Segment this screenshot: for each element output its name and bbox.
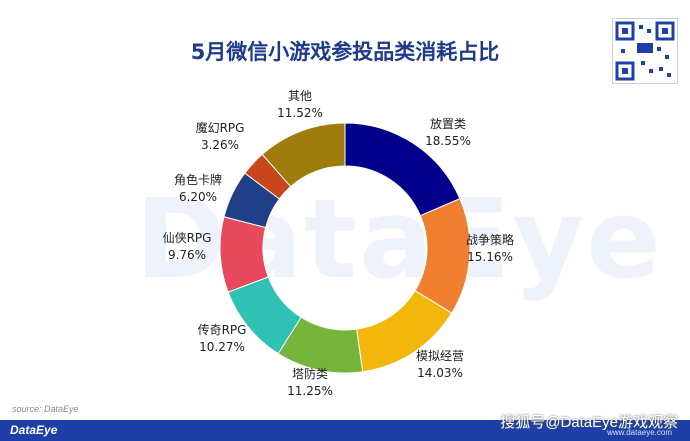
brand-logo: DataEye bbox=[10, 423, 58, 437]
donut-slice-8 bbox=[261, 122, 346, 188]
slice-value-1: 15.16% bbox=[467, 250, 513, 264]
slice-label-6: 角色卡牌 bbox=[174, 173, 222, 187]
slice-label-4: 传奇RPG bbox=[198, 322, 247, 337]
slice-value-8: 11.52% bbox=[277, 106, 323, 120]
corner-watermark: 搜狐号@DataEye游戏观察 bbox=[500, 414, 678, 431]
qr-code-icon bbox=[612, 18, 678, 84]
slice-value-6: 6.20% bbox=[179, 190, 217, 204]
slice-value-0: 18.55% bbox=[425, 134, 471, 148]
chart-title: 5月微信小游戏参投品类消耗占比 bbox=[190, 40, 500, 64]
slice-label-2: 模拟经营 bbox=[416, 349, 464, 363]
slice-value-4: 10.27% bbox=[199, 340, 245, 354]
slice-value-5: 9.76% bbox=[168, 248, 206, 262]
slice-label-7: 魔幻RPG bbox=[196, 120, 245, 135]
slice-value-3: 11.25% bbox=[287, 384, 333, 398]
slice-label-5: 仙侠RPG bbox=[163, 231, 212, 245]
slice-value-7: 3.26% bbox=[201, 138, 239, 152]
footer-bar bbox=[0, 420, 690, 441]
slice-label-3: 塔防类 bbox=[292, 366, 328, 381]
corner-url: www.dataeye.com bbox=[607, 428, 672, 437]
slice-label-1: 战争策略 bbox=[466, 232, 514, 247]
slice-value-2: 14.03% bbox=[417, 366, 463, 380]
source-note: source: DataEye bbox=[12, 404, 79, 414]
slice-label-8: 其他 bbox=[288, 89, 312, 103]
slice-label-0: 放置类 bbox=[430, 116, 466, 131]
